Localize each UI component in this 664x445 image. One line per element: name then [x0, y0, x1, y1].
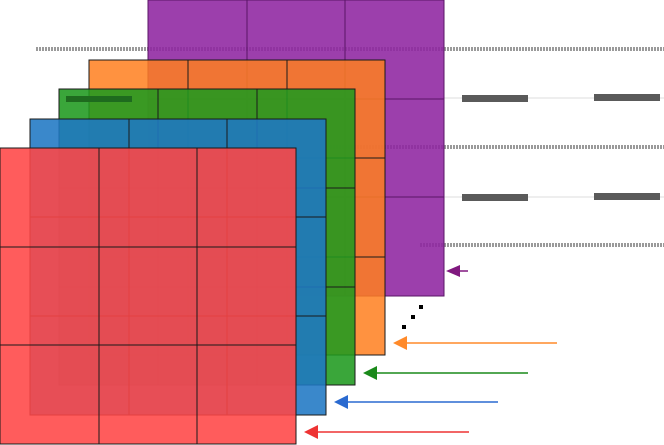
arrowhead-icon: [363, 366, 377, 380]
ellipsis-dots: [402, 305, 423, 329]
layer-arrows: [304, 265, 557, 439]
arrowhead-icon: [334, 395, 348, 409]
arrow-orange: [393, 336, 557, 350]
background-line: [420, 243, 664, 247]
dash-mark: [594, 193, 660, 200]
layer-stack: [0, 0, 445, 445]
arrow-red: [304, 425, 469, 439]
arrowhead-icon: [304, 425, 318, 439]
arrow-green: [363, 366, 528, 380]
ellipsis-dot: [419, 305, 423, 309]
dash-mark: [462, 95, 528, 102]
layer-red-fill: [0, 147, 297, 445]
layer-red: [0, 147, 297, 445]
arrowhead-icon: [446, 265, 460, 277]
arrowhead-icon: [393, 336, 407, 350]
dash-mark: [594, 94, 660, 101]
arrow-purple: [446, 265, 468, 277]
ellipsis-dot: [402, 325, 406, 329]
arrow-blue: [334, 395, 498, 409]
dashed-marks: [440, 94, 664, 201]
dash-mark: [462, 194, 528, 201]
layer-green-mark: [66, 96, 132, 102]
background-line: [330, 145, 664, 149]
ellipsis-dot: [411, 315, 415, 319]
